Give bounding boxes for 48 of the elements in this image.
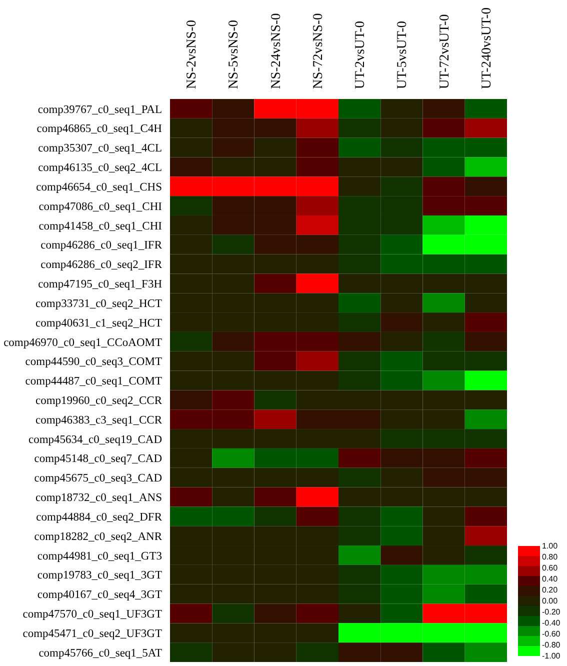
y-tick-label: comp46865_c0_seq1_C4H <box>36 123 162 136</box>
color-bar-label: 0.20 <box>542 586 558 594</box>
y-tick-label: comp18732_c0_seq1_ANS <box>36 492 162 504</box>
y-tick-label: comp44590_c0_seq3_COMT <box>25 356 162 368</box>
color-bar-label: -0.40 <box>542 618 561 628</box>
color-bar-label: 0.40 <box>542 574 558 584</box>
x-tick-label: NS-24vsNS-0 <box>268 12 283 89</box>
y-tick-label: comp40631_c1_seq2_HCT <box>36 317 162 330</box>
y-tick-label: comp46383_c3_seq1_CCR <box>36 414 162 426</box>
x-tick-label: UT-72vsUT-0 <box>436 14 452 89</box>
color-bar-label: -0.20 <box>542 608 561 616</box>
y-tick-label: comp45675_c0_seq3_CAD <box>34 472 162 485</box>
color-bar-label: 0.60 <box>542 564 558 572</box>
y-tick-label: comp44487_c0_seq1_COMT <box>25 376 162 388</box>
color-bar-label: -0.80 <box>542 640 561 650</box>
y-tick-label: comp44981_c0_seq1_GT3 <box>37 550 162 562</box>
y-tick-label: comp45471_c0_seq2_UF3GT <box>22 628 162 640</box>
x-tick-label: NS-5vsNS-0 <box>226 20 241 89</box>
y-tick-label: comp19783_c0_seq1_3GT <box>37 570 162 582</box>
x-tick-label: NS-72vsNS-0 <box>310 12 325 89</box>
y-tick-label: comp45634_c0_seq19_CAD <box>28 434 162 446</box>
color-bar-label: -0.60 <box>542 630 561 638</box>
color-bar-label: -1.00 <box>542 652 561 660</box>
x-tick-label: UT-5vsUT-0 <box>394 20 410 89</box>
y-tick-label: comp46286_c0_seq1_IFR <box>40 240 162 252</box>
y-tick-label: comp47086_c0_seq1_CHI <box>38 200 162 213</box>
y-tick-label: comp45766_c0_seq1_5AT <box>38 647 162 660</box>
color-bar-label: 0.00 <box>542 596 558 606</box>
y-tick-label: comp35307_c0_seq1_4CL <box>38 142 162 155</box>
y-tick-label: comp18282_c0_seq2_ANR <box>34 530 162 543</box>
color-bar-label: 1.00 <box>542 542 558 550</box>
y-tick-label: comp44884_c0_seq2_DFR <box>36 511 162 524</box>
y-tick-label: comp46654_c0_seq1_CHS <box>36 181 162 194</box>
y-tick-label: comp45148_c0_seq7_CAD <box>34 453 162 466</box>
y-tick-label: comp41458_c0_seq1_CHI <box>38 220 162 232</box>
y-tick-label: comp33731_c0_seq2_HCT <box>36 298 162 310</box>
y-tick-label: comp46286_c0_seq2_IFR <box>40 259 162 272</box>
color-bar-label: 0.80 <box>542 552 558 562</box>
y-tick-label: comp40167_c0_seq4_3GT <box>37 589 162 602</box>
y-tick-label: comp39767_c0_seq1_PAL <box>38 104 162 116</box>
y-tick-label: comp47195_c0_seq1_F3H <box>38 278 162 291</box>
y-tick-label: comp47570_c0_seq1_UF3GT <box>22 608 162 621</box>
x-tick-label: UT-240vsUT-0 <box>478 7 494 89</box>
y-tick-label: comp46135_c0_seq2_4CL <box>38 162 162 174</box>
y-tick-label: comp46970_c0_seq1_CCoAOMT <box>4 336 162 349</box>
x-tick-label: UT-2vsUT-0 <box>352 20 368 89</box>
x-tick-label: NS-2vsNS-0 <box>184 20 199 89</box>
y-tick-label: comp19960_c0_seq2_CCR <box>36 394 162 407</box>
